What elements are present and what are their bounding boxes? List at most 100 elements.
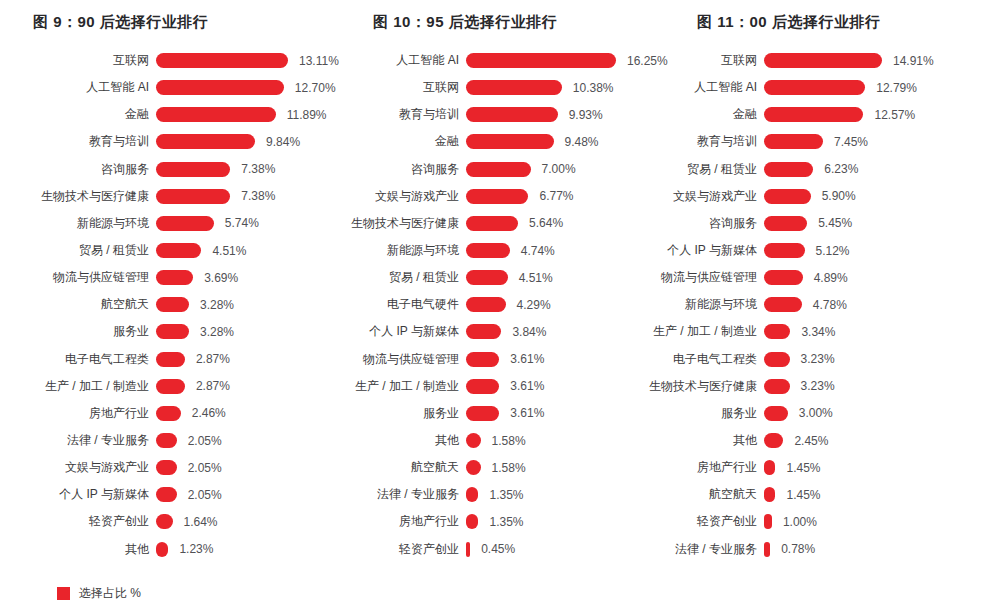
value-label: 0.78% <box>781 542 815 556</box>
category-label: 教育与培训 <box>643 133 757 150</box>
bar-row: 生物技术与医疗健康7.38% <box>33 183 339 210</box>
bar <box>466 53 616 68</box>
bar <box>156 162 230 177</box>
bar-row: 教育与培训9.93% <box>345 101 668 128</box>
value-label: 4.78% <box>813 298 847 312</box>
bar <box>156 80 284 95</box>
category-label: 其他 <box>643 432 757 449</box>
bar-rows: 人工智能 AI16.25%互联网10.38%教育与培训9.93%金融9.48%咨… <box>345 47 668 563</box>
bar <box>156 53 288 68</box>
category-label: 金融 <box>33 106 149 123</box>
value-label: 4.51% <box>519 271 553 285</box>
category-label: 生物技术与医疗健康 <box>345 215 459 232</box>
value-label: 9.84% <box>266 135 300 149</box>
value-label: 5.64% <box>529 216 563 230</box>
value-label: 1.58% <box>492 461 526 475</box>
category-label: 贸易 / 租赁业 <box>345 269 459 286</box>
category-label: 物流与供应链管理 <box>345 351 459 368</box>
value-label: 4.89% <box>814 271 848 285</box>
category-label: 新能源与环境 <box>33 215 149 232</box>
bar-row: 教育与培训7.45% <box>643 128 934 155</box>
bar <box>466 324 501 339</box>
value-label: 2.05% <box>188 461 222 475</box>
value-label: 0.45% <box>481 542 515 556</box>
bar-row: 服务业3.00% <box>643 400 934 427</box>
category-label: 个人 IP 与新媒体 <box>345 323 459 340</box>
bar <box>466 406 499 421</box>
bar-row: 服务业3.61% <box>345 400 668 427</box>
value-label: 3.23% <box>801 379 835 393</box>
category-label: 电子电气工程类 <box>643 351 757 368</box>
bar <box>764 189 811 204</box>
value-label: 1.64% <box>184 515 218 529</box>
value-label: 3.28% <box>200 325 234 339</box>
category-label: 物流与供应链管理 <box>33 269 149 286</box>
category-label: 房地产行业 <box>33 405 149 422</box>
category-label: 法律 / 专业服务 <box>345 486 459 503</box>
category-label: 电子电气硬件 <box>345 296 459 313</box>
category-label: 贸易 / 租赁业 <box>643 161 757 178</box>
category-label: 房地产行业 <box>643 459 757 476</box>
category-label: 物流与供应链管理 <box>643 269 757 286</box>
category-label: 电子电气工程类 <box>33 351 149 368</box>
bar-row: 其他 1.23% <box>33 536 339 563</box>
bar-row: 生物技术与医疗健康 5.64% <box>345 210 668 237</box>
bar <box>466 189 528 204</box>
category-label: 人工智能 AI <box>345 52 459 69</box>
bar-row: 生产 / 加工 / 制造业3.34% <box>643 318 934 345</box>
value-label: 3.34% <box>801 325 835 339</box>
value-label: 2.87% <box>196 352 230 366</box>
bar <box>764 406 788 421</box>
bar-row: 个人 IP 与新媒体2.05% <box>33 481 339 508</box>
bar-row: 生物技术与医疗健康3.23% <box>643 373 934 400</box>
bar <box>466 107 558 122</box>
bar-row: 房地产行业1.35% <box>345 508 668 535</box>
value-label: 3.61% <box>510 406 544 420</box>
bar <box>764 433 783 448</box>
category-label: 新能源与环境 <box>643 296 757 313</box>
bar <box>764 162 813 177</box>
value-label: 3.23% <box>801 352 835 366</box>
bar-row: 物流与供应链管理3.69% <box>33 264 339 291</box>
bar <box>466 514 478 529</box>
category-label: 金融 <box>643 106 757 123</box>
value-label: 1.35% <box>489 515 523 529</box>
bar-rows: 互联网13.11%人工智能 AI12.70%金融11.89%教育与培训9.84%… <box>33 47 339 563</box>
bar-row: 金融9.48% <box>345 128 668 155</box>
bar-row: 轻资产创业1.64% <box>33 508 339 535</box>
bar <box>764 80 865 95</box>
bar <box>156 433 177 448</box>
bar <box>764 379 790 394</box>
bar-row: 轻资产创业0.45% <box>345 536 668 563</box>
bar <box>466 162 531 177</box>
value-label: 1.23% <box>179 542 213 556</box>
bar-row: 物流与供应链管理 4.89% <box>643 264 934 291</box>
bar <box>764 107 863 122</box>
category-label: 人工智能 AI <box>643 79 757 96</box>
bar-row: 个人 IP 与新媒体5.12% <box>643 237 934 264</box>
bar <box>764 53 882 68</box>
bar <box>764 243 805 258</box>
category-label: 贸易 / 租赁业 <box>33 242 149 259</box>
value-label: 11.89% <box>287 108 327 122</box>
legend-label: 选择占比 % <box>79 585 141 602</box>
bar <box>156 514 173 529</box>
value-label: 13.11% <box>299 54 339 68</box>
chart-title: 图 11：00 后选择行业排行 <box>697 13 880 32</box>
category-label: 文娱与游戏产业 <box>345 188 459 205</box>
category-label: 服务业 <box>643 405 757 422</box>
category-label: 生产 / 加工 / 制造业 <box>33 378 149 395</box>
value-label: 5.12% <box>816 244 850 258</box>
bar-row: 新能源与环境 4.78% <box>643 291 934 318</box>
bar <box>466 542 470 557</box>
category-label: 其他 <box>33 541 149 558</box>
bar-row: 其他1.58% <box>345 427 668 454</box>
category-label: 文娱与游戏产业 <box>643 188 757 205</box>
value-label: 10.38% <box>573 81 614 95</box>
bar-row: 文娱与游戏产业5.90% <box>643 183 934 210</box>
bar-row: 金融12.57% <box>643 101 934 128</box>
bar-row: 电子电气硬件4.29% <box>345 291 668 318</box>
category-label: 服务业 <box>33 323 149 340</box>
bar-row: 贸易 / 租赁业6.23% <box>643 156 934 183</box>
bar <box>156 134 255 149</box>
